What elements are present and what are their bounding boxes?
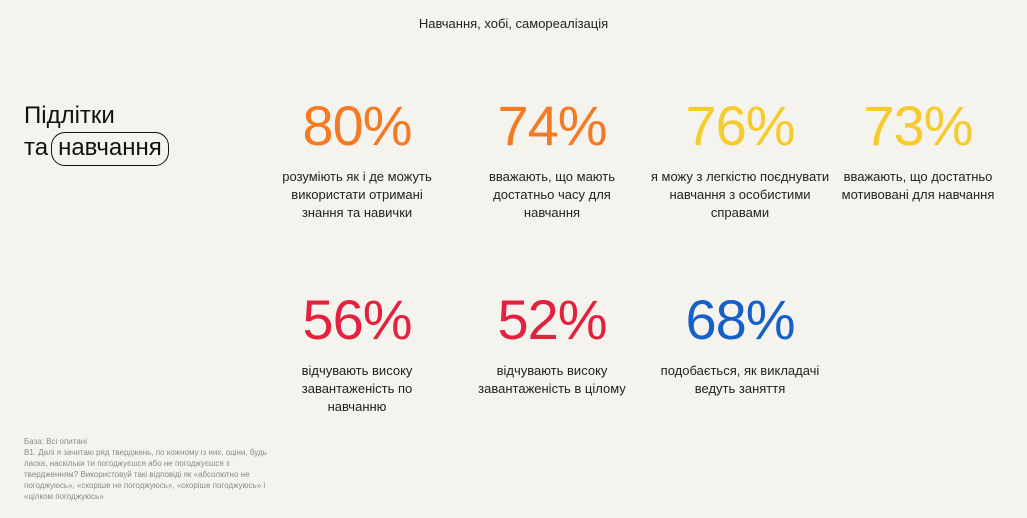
title-line-2: та навчання [24,132,169,166]
stat-caption: розуміють як і де можуть використати отр… [282,169,432,220]
stat-value: 80% [302,94,412,157]
stat-caption: відчувають високу завантаженість по навч… [301,363,413,414]
stat-value: 73% [863,94,973,157]
stat-card: 56% відчувають високу завантаженість по … [272,290,442,416]
stat-caption: вважають, що достатньо мотивовані для на… [841,169,995,202]
stat-value: 52% [497,288,607,351]
page-title: Підлітки та навчання [24,100,169,166]
title-line-1: Підлітки [24,102,115,129]
stat-card: 80% розуміють як і де можуть використати… [272,96,442,222]
stat-value: 56% [302,288,412,351]
stat-card: 74% вважають, що мають достатньо часу дл… [467,96,637,222]
footnote-question: В1. Далі я зачитаю ряд тверджень, по кож… [24,448,267,501]
stat-card: 68% подобається, як викладачі ведуть зан… [650,290,830,398]
stat-caption: вважають, що мають достатньо часу для на… [489,169,615,220]
footnote-base: База: Всі опитані [24,437,87,446]
title-prefix: та [24,134,49,161]
title-boxed-word: навчання [51,132,169,166]
stat-caption: подобається, як викладачі ведуть заняття [660,363,820,396]
stat-value: 74% [497,94,607,157]
stat-value: 76% [685,94,795,157]
section-header: Навчання, хобі, самореалізація [418,16,609,31]
stat-card: 76% я можу з легкістю поєднувати навчанн… [650,96,830,222]
stat-card: 73% вважають, що достатньо мотивовані дл… [833,96,1003,204]
stat-caption: відчувають високу завантаженість в цілом… [478,363,626,396]
stat-value: 68% [685,288,795,351]
stat-card: 52% відчувають високу завантаженість в ц… [467,290,637,398]
stat-caption: я можу з легкістю поєднувати навчання з … [650,169,830,220]
footnote: База: Всі опитані В1. Далі я зачитаю ряд… [24,436,274,502]
